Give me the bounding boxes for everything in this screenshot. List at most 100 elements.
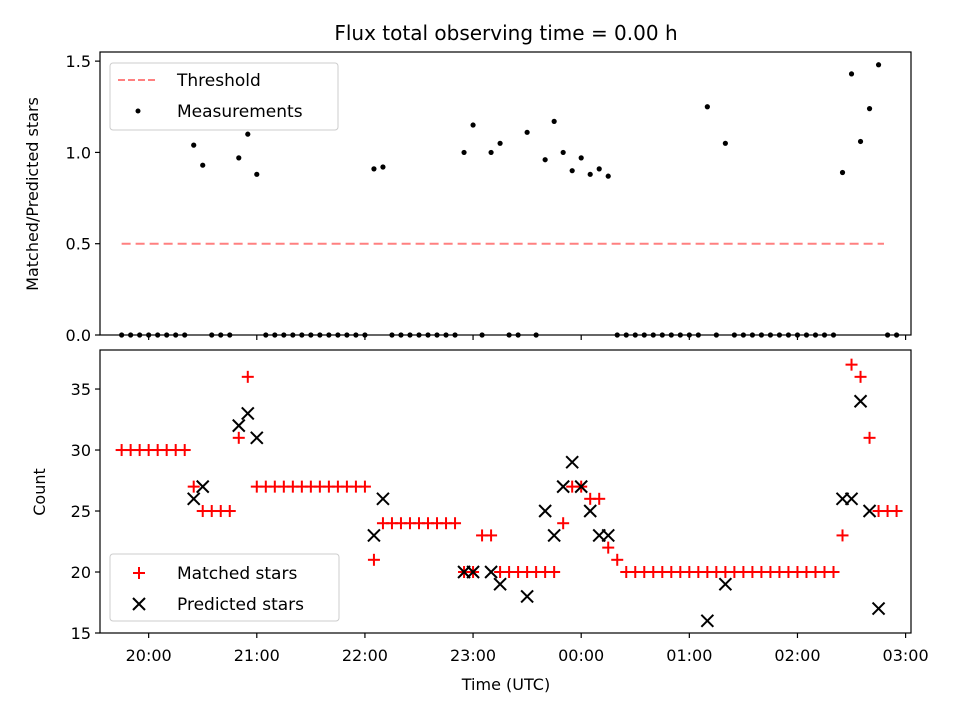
measurement-points [119,62,900,338]
predicted-star-point [718,577,733,591]
measurement-point [839,169,846,176]
measurement-point [218,332,224,338]
matched-star-point [863,431,876,444]
measurement-point [812,332,819,338]
measurement-point [533,332,539,338]
measurement-point [119,332,125,338]
matched-star-point [223,505,236,518]
bottom-legend: Matched stars Predicted stars [109,553,340,622]
measurement-point [371,166,377,172]
threshold-legend-label: Threshold [176,71,261,91]
y-tick-label: 20 [71,563,91,582]
measurement-point [425,332,431,338]
x-tick-label: 01:00 [666,646,712,665]
predicted-star-point [520,589,534,604]
measurement-point [263,332,269,338]
measurement-point [893,332,900,338]
measurement-point [227,332,233,338]
top-ylabel: Matched/Predicted stars [23,97,42,291]
predicted-star-point [187,492,201,506]
matched-star-point [358,480,371,493]
measurement-point [488,149,494,156]
measurement-point [209,332,215,338]
y-tick-label: 15 [71,624,91,643]
x-tick-label: 21:00 [234,646,280,665]
measurement-point [569,168,575,174]
predicted-star-point [583,504,597,518]
measurement-point [785,332,792,338]
measurement-point [650,332,656,338]
predicted-legend-label: Predicted stars [177,595,304,615]
measurement-point [164,332,170,338]
measurements-legend-icon [135,108,141,114]
bottom-axes-frame [99,349,912,634]
top-x-ticks [148,335,907,340]
predicted-star-point [700,614,715,628]
measurement-point [875,62,882,68]
measurement-point [641,332,647,338]
measurement-point [596,166,602,172]
measurement-point [236,155,242,161]
measurement-point [146,332,152,338]
predicted-star-point [232,418,246,433]
measurement-point [857,138,864,145]
matched-star-point [845,358,858,371]
predicted-star-point [241,406,255,421]
measurement-point [803,332,810,338]
top-axes-frame [99,51,912,336]
x-tick-label: 22:00 [342,646,388,665]
predicted-star-point [853,394,868,408]
measurement-point [200,162,206,168]
top-y-ticks: 0.0 0.5 1.0 1.5 [66,52,100,345]
matched-legend-label: Matched stars [177,564,297,584]
predicted-star-point [862,504,877,518]
measurement-point [722,140,728,146]
measurement-point [308,332,314,338]
predicted-star-point [376,492,390,506]
matched-star-point [449,517,462,530]
measurement-point [506,332,512,338]
predicted-star-point [601,528,615,543]
predicted-star-point [547,528,561,543]
measurement-point [758,332,765,338]
predicted-star-point [250,431,264,445]
measurement-point [659,332,665,338]
bottom-y-ticks: 15 20 25 30 35 [71,380,100,643]
y-tick-label: 1.0 [66,143,91,162]
matched-star-point [178,444,191,457]
measurement-point [245,131,251,137]
measurement-point [407,332,413,338]
matched-legend-icon [133,567,145,579]
measurement-point [137,332,143,338]
measurement-point [416,332,422,338]
measurement-point [317,332,323,338]
measurement-point [632,332,638,338]
matched-star-point [557,517,570,530]
top-legend: Threshold Measurements [109,62,339,131]
measurement-point [776,332,783,338]
measurement-point [578,155,584,161]
top-panel: 0.0 0.5 1.0 1.5 Matched/Predicted stars Thr… [23,51,912,345]
measurement-point [848,71,855,77]
measurement-point [731,332,737,338]
matched-star-point [241,370,254,383]
matched-star-point [367,553,380,566]
predicted-star-point [493,577,507,591]
measurement-point [767,332,774,338]
measurement-point [623,332,629,338]
count-points [115,358,903,628]
measurement-point [605,173,611,179]
y-tick-label: 1.5 [66,52,91,71]
measurements-legend-label: Measurements [177,102,303,122]
measurement-point [866,106,873,112]
y-tick-label: 0.0 [66,326,91,345]
predicted-star-point [556,479,570,494]
measurement-point [677,332,683,338]
predicted-star-point [871,601,886,616]
measurement-point [380,164,386,170]
predicted-star-point [844,492,859,506]
measurement-point [830,332,837,338]
predicted-star-point [538,504,552,518]
predicted-star-point [484,565,498,579]
